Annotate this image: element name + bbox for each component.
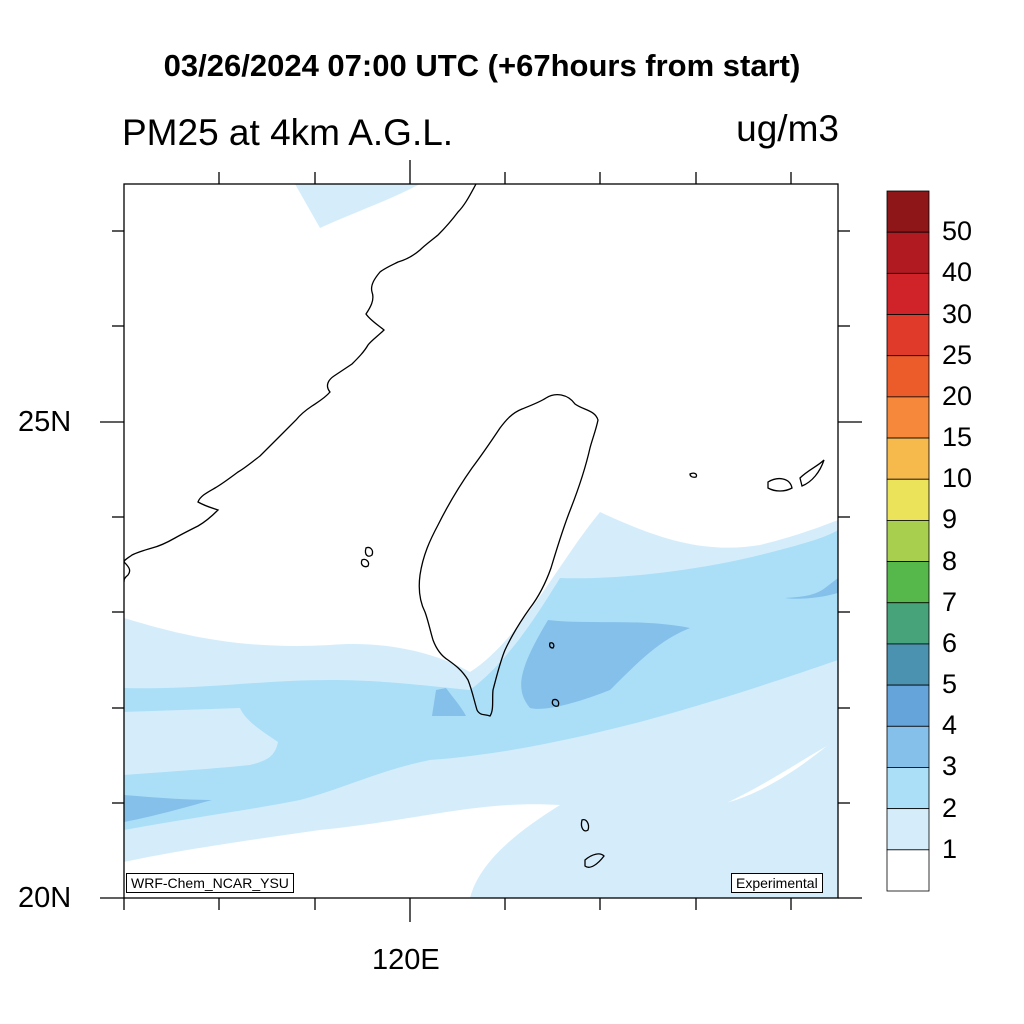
colorbar-label: 15	[942, 422, 973, 453]
colorbar-label: 20	[942, 380, 973, 411]
taiwan-coastline	[418, 393, 599, 717]
colorbar-label: 4	[942, 710, 958, 741]
pm25-level-3-small	[432, 688, 466, 716]
babuyan-island	[584, 853, 605, 868]
colorbar-box	[886, 602, 930, 645]
colorbar-box	[886, 520, 930, 562]
batanes-island	[580, 818, 590, 832]
pm25-level-3-west	[124, 795, 212, 822]
penghu-island-2	[360, 558, 370, 568]
colorbar-label: 3	[942, 751, 958, 782]
colorbar-box	[886, 396, 930, 439]
units-title: ug/m3	[736, 108, 839, 149]
colorbar-box	[886, 849, 930, 892]
plot-frame	[123, 183, 839, 899]
pm25-level-1-south-patch	[470, 738, 838, 898]
colorbar-box	[886, 478, 930, 521]
colorbar-label: 1	[942, 833, 958, 864]
colorbar-box	[886, 272, 930, 315]
pm25-level-1-west-pocket	[124, 708, 278, 775]
axis-ticks	[100, 160, 862, 922]
lat-label-20n: 20N	[18, 882, 72, 914]
main-title: 03/26/2024 07:00 UTC (+67hours from star…	[163, 48, 801, 83]
penghu-island	[364, 546, 374, 557]
colorbar-label: 40	[942, 257, 973, 288]
pm25-level-1-north-patch	[295, 184, 420, 228]
colorbar-box	[886, 190, 930, 233]
colorbar-box	[886, 767, 930, 810]
ryukyu-island	[767, 477, 793, 492]
colorbar-box	[886, 561, 930, 604]
experimental-label: Experimental	[731, 873, 823, 893]
colorbar-label: 50	[942, 216, 973, 247]
china-coastline	[124, 184, 477, 563]
concentration-fill	[124, 184, 838, 898]
colorbar-box	[886, 355, 930, 398]
lon-label-120e: 120E	[372, 944, 440, 976]
variable-title: PM25 at 4km A.G.L.	[122, 112, 454, 153]
colorbar-label: 5	[942, 669, 958, 700]
coastlines	[124, 184, 825, 868]
colorbar-box	[886, 437, 930, 480]
colorbar-label: 9	[942, 504, 958, 535]
lanyu-island	[551, 698, 560, 707]
small-island-1	[689, 472, 698, 478]
colorbar-box	[886, 684, 930, 727]
colorbar-label: 10	[942, 463, 973, 494]
pm25-level-3-core	[521, 620, 690, 709]
colorbar-box	[886, 643, 930, 686]
colorbar-label: 2	[942, 792, 958, 823]
colorbar-box	[886, 314, 930, 357]
ryukyu-island-2	[799, 459, 825, 487]
colorbar	[886, 190, 930, 892]
colorbar-label: 25	[942, 339, 973, 370]
colorbar-label: 7	[942, 586, 958, 617]
pm25-level-2-band	[124, 530, 838, 830]
colorbar-box	[886, 725, 930, 768]
colorbar-label: 30	[942, 298, 973, 329]
colorbar-label: 6	[942, 627, 958, 658]
green-island	[548, 642, 555, 649]
colorbar-box	[886, 231, 930, 274]
pm25-level-3-east	[785, 578, 838, 599]
model-label: WRF-Chem_NCAR_YSU	[126, 873, 294, 893]
colorbar-label: 8	[942, 545, 958, 576]
lat-label-25n: 25N	[18, 406, 72, 438]
colorbar-box	[886, 808, 930, 851]
china-coastline-south	[124, 561, 131, 583]
